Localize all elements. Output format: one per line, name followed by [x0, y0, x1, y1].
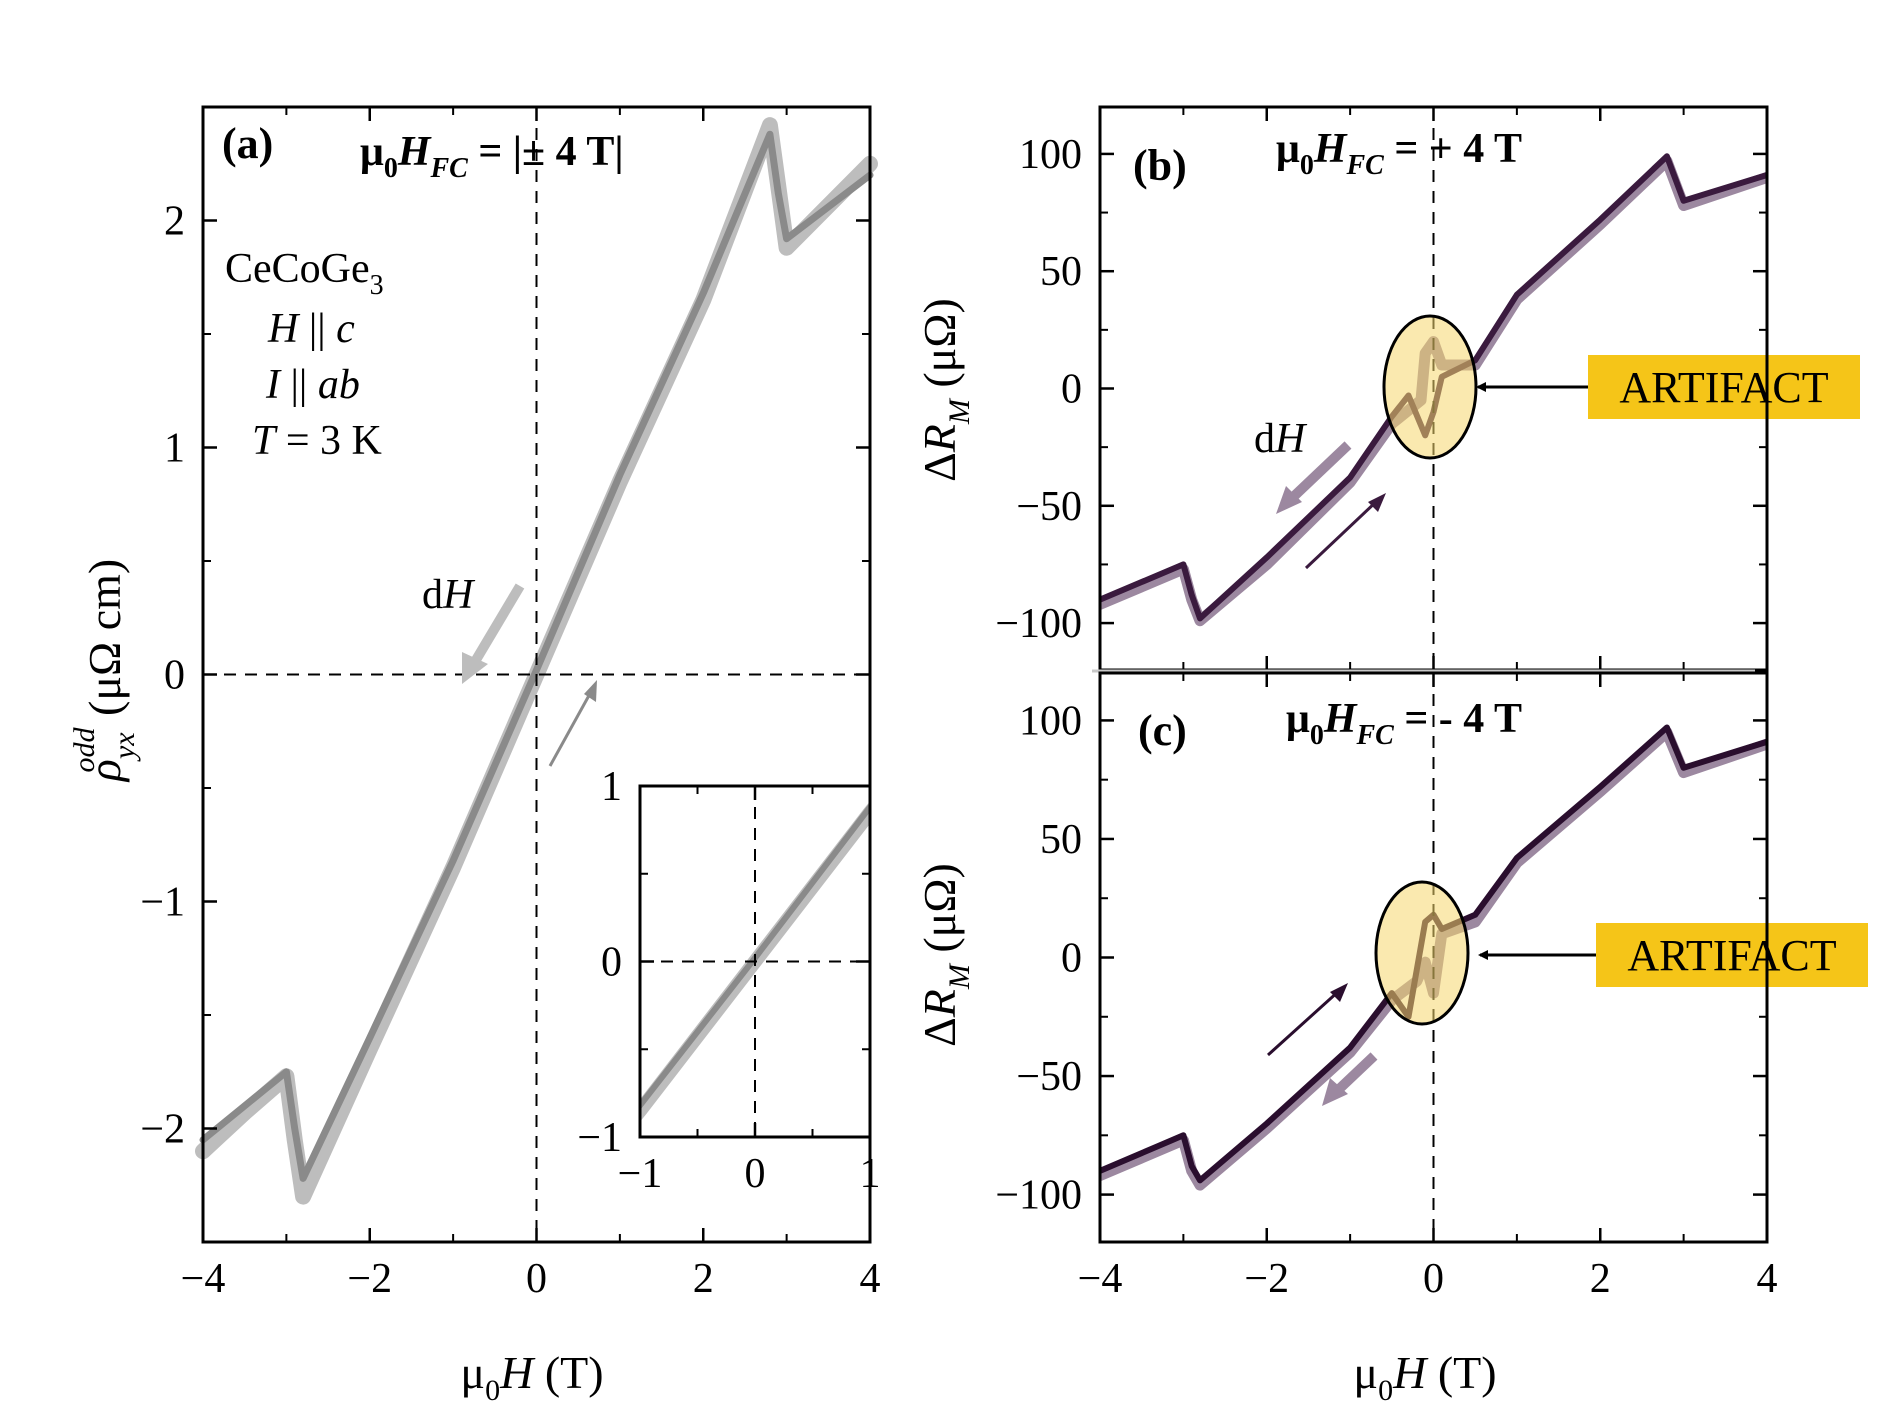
panel-a-ytick-label: −2: [140, 1107, 185, 1153]
panel-a-inset-ytick-label: 0: [601, 940, 622, 986]
panel-a-xtick-label: −4: [181, 1256, 226, 1302]
panel-a-inset-series-1: [640, 802, 870, 1111]
panel-a-sweep-up-arrowhead: [584, 680, 597, 702]
panel-b-sweep-down-arrowhead: [1276, 486, 1302, 514]
panel-b-ytick-label: −50: [1016, 484, 1082, 530]
panel-a-xtick-label: 0: [526, 1256, 547, 1302]
panel-a-sweep-down-arrowhead: [462, 652, 488, 684]
panel-b-sweep-up-arrow: [1304, 498, 1380, 570]
panel-a-inset-series: [640, 801, 870, 1122]
panel-a-inset: −1 0 1 −1 0 1: [577, 764, 881, 1197]
panel-a-ytick-label: 0: [164, 653, 185, 699]
panel-a-inset-xtick-label: −1: [618, 1151, 663, 1197]
panel-a-ylabel: ρyxodd (μΩ cm): [68, 559, 141, 783]
panel-c-sweep-up-arrow: [1266, 988, 1342, 1057]
panel-a-condition-current: I || ab: [265, 362, 360, 408]
panel-b-sweep-down-arrow: [1286, 441, 1352, 504]
panel-a-inset-ytick-label: −1: [577, 1115, 622, 1161]
panel-a-ytick-label: 2: [164, 199, 185, 245]
panel-c-xtick-label: 4: [1757, 1256, 1778, 1302]
panel-a-series-1: [199, 130, 874, 1182]
panel-a-condition-field: H || c: [267, 306, 355, 352]
panel-c-ylabel: ΔRM (μΩ): [914, 863, 976, 1047]
panel-c-sweep-down-arrowhead: [1322, 1078, 1348, 1106]
panel-a-condition-temperature: T = 3 K: [252, 418, 382, 464]
panel-a-title: μ0HFC = |± 4 T|: [360, 129, 624, 184]
panel-b-dH-label: dH: [1254, 416, 1308, 462]
panel-c-artifact-box: [1596, 923, 1868, 987]
panel-a-sweep-up-arrow: [548, 689, 594, 767]
panel-b-ytick-label: −100: [995, 601, 1082, 647]
panel-c: −4 −2 0 2 4 −100 −50 0 50 100 ARTIFACT (c) μ0HFC …: [914, 671, 1868, 1407]
panel-b-ytick-label: 100: [1019, 132, 1082, 178]
panel-c-ytick-label: −100: [995, 1173, 1082, 1219]
panel-b-sweep-up-arrowhead: [1368, 493, 1386, 512]
panel-b-artifact-box: [1588, 355, 1860, 419]
panel-c-ytick-label: −50: [1016, 1054, 1082, 1100]
panel-a-dH-label: dH: [422, 572, 476, 618]
panel-b-ytick-label: 50: [1040, 249, 1082, 295]
panel-a-series: [195, 117, 878, 1205]
panel-a-xtick-label: −2: [347, 1256, 392, 1302]
panel-c-xtick-label: −2: [1244, 1256, 1289, 1302]
panel-b-ticks: −100 −50 0 50 100: [995, 107, 1769, 670]
panel-a-inset-xtick-label: 1: [860, 1151, 881, 1197]
panel-c-ticks: −4 −2 0 2 4 −100 −50 0 50 100: [995, 673, 1778, 1302]
panel-a-frame: [201, 105, 872, 1244]
panel-c-ytick-label: 100: [1019, 698, 1082, 744]
panel-c-sweep-down-arrow: [1332, 1052, 1378, 1096]
panel-b-artifact-label: ARTIFACT: [1619, 363, 1828, 412]
panel-b-label: (b): [1133, 141, 1187, 190]
panel-a-inset-xtick-label: 0: [745, 1151, 766, 1197]
panel-c-ytick-label: 0: [1061, 936, 1082, 982]
panel-c-frame: [1098, 671, 1769, 1244]
panel-a-sweep-down-arrow: [465, 583, 525, 673]
panel-a-xtick-label: 4: [860, 1256, 881, 1302]
panel-b-artifact-ellipse: [1382, 314, 1478, 460]
panel-b-title: μ0HFC = + 4 T: [1276, 126, 1522, 181]
panel-c-xtick-label: −4: [1078, 1256, 1123, 1302]
panel-c-label: (c): [1138, 706, 1187, 755]
panel-a-inset-ytick-label: 1: [601, 764, 622, 810]
panel-c-sweep-up-arrowhead: [1330, 983, 1348, 1002]
panel-a-ytick-label: 1: [164, 426, 185, 472]
panel-b-ytick-label: 0: [1061, 367, 1082, 413]
panel-a: −4 −2 0 2 4 −2 −1 0 1 2 (a) μ0HFC = |± 4 T| CeCoG…: [68, 105, 881, 1407]
panel-c-title: μ0HFC = - 4 T: [1286, 696, 1522, 751]
panel-a-xlabel: μ0H (T): [460, 1347, 603, 1407]
panel-a-ytick-label: −1: [140, 880, 185, 926]
panel-a-label: (a): [222, 119, 273, 168]
panel-c-artifact-label: ARTIFACT: [1627, 931, 1836, 980]
panel-c-artifact-ellipse: [1374, 880, 1470, 1026]
panel-c-xtick-label: 0: [1423, 1256, 1444, 1302]
panel-a-sample: CeCoGe3: [225, 246, 384, 301]
panel-b: −100 −50 0 50 100 ARTIFACT dH (b) μ0HFC = + …: [914, 105, 1860, 672]
panel-a-inset-frame: [638, 784, 872, 1139]
panel-c-xlabel: μ0H (T): [1353, 1347, 1496, 1407]
panel-c-ytick-label: 50: [1040, 817, 1082, 863]
panel-a-xtick-label: 2: [693, 1256, 714, 1302]
panel-c-xtick-label: 2: [1590, 1256, 1611, 1302]
panel-b-ylabel: ΔRM (μΩ): [914, 298, 976, 482]
